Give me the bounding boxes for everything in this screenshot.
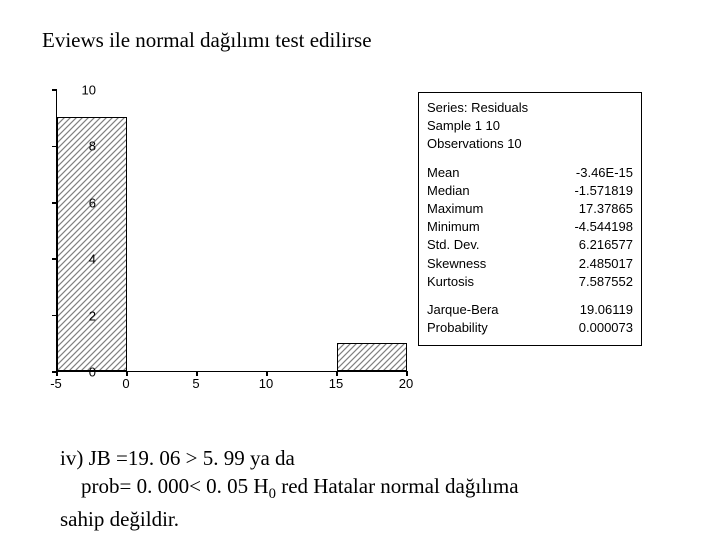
xtick-label: 20	[399, 376, 413, 391]
xtick-label: 0	[122, 376, 129, 391]
stats-row: Maximum 17.37865	[427, 200, 633, 218]
stats-label: Std. Dev.	[427, 236, 480, 254]
xtick-label: 5	[192, 376, 199, 391]
stats-value: 7.587552	[579, 273, 633, 291]
stats-value: 17.37865	[579, 200, 633, 218]
conclusion-line-3: sahip değildir.	[60, 505, 700, 533]
stats-row: Kurtosis 7.587552	[427, 273, 633, 291]
histogram-bar	[57, 117, 127, 371]
ytick-label: 10	[82, 83, 96, 98]
stats-label: Median	[427, 182, 470, 200]
conclusion-line-2: prob= 0. 000< 0. 05 H0 red Hatalar norma…	[60, 472, 700, 505]
ytick-label: 0	[89, 365, 96, 380]
stats-label: Kurtosis	[427, 273, 474, 291]
ytick-label: 4	[89, 252, 96, 267]
stats-series: Series: Residuals	[427, 99, 633, 117]
xtick-label: 10	[259, 376, 273, 391]
stats-label: Probability	[427, 319, 488, 337]
stats-label: Maximum	[427, 200, 483, 218]
stats-label: Minimum	[427, 218, 480, 236]
stats-row: Skewness 2.485017	[427, 255, 633, 273]
ytick-label: 2	[89, 308, 96, 323]
xtick-label: -5	[50, 376, 62, 391]
stats-row: Minimum -4.544198	[427, 218, 633, 236]
conclusion-line-1: iv) JB =19. 06 > 5. 99 ya da	[60, 444, 700, 472]
stats-observations: Observations 10	[427, 135, 633, 153]
stats-header: Series: Residuals Sample 1 10 Observatio…	[427, 99, 633, 154]
conclusion-text: iv) JB =19. 06 > 5. 99 ya da prob= 0. 00…	[60, 444, 700, 534]
stats-value: -3.46E-15	[576, 164, 633, 182]
stats-value: -1.571819	[574, 182, 633, 200]
stats-row: Mean -3.46E-15	[427, 164, 633, 182]
histogram-chart: 0 2 4 6 8 10 -5 0 5 10 15 20	[14, 86, 410, 404]
stats-row: Median -1.571819	[427, 182, 633, 200]
stats-value: 2.485017	[579, 255, 633, 273]
stats-value: 6.216577	[579, 236, 633, 254]
conclusion-sub: 0	[269, 487, 276, 503]
stats-value: 19.06119	[580, 301, 633, 319]
conclusion-l2b: red Hatalar normal dağılıma	[276, 474, 519, 498]
plot-region	[56, 90, 406, 372]
stats-label: Jarque-Bera	[427, 301, 499, 319]
stats-sample: Sample 1 10	[427, 117, 633, 135]
stats-row: Probability 0.000073	[427, 319, 633, 337]
stats-label: Skewness	[427, 255, 486, 273]
ytick-mark	[52, 89, 57, 91]
stats-row: Std. Dev. 6.216577	[427, 236, 633, 254]
histogram-bar	[337, 343, 407, 371]
page-title: Eviews ile normal dağılımı test edilirse	[42, 28, 372, 53]
ytick-label: 6	[89, 195, 96, 210]
stats-label: Mean	[427, 164, 460, 182]
stats-row: Jarque-Bera 19.06119	[427, 301, 633, 319]
ytick-label: 8	[89, 139, 96, 154]
stats-panel: Series: Residuals Sample 1 10 Observatio…	[418, 92, 642, 346]
xtick-label: 15	[329, 376, 343, 391]
conclusion-l2a: prob= 0. 000< 0. 05 H	[81, 474, 269, 498]
stats-value: 0.000073	[579, 319, 633, 337]
stats-jb: Jarque-Bera 19.06119 Probability 0.000073	[427, 301, 633, 337]
stats-values: Mean -3.46E-15 Median -1.571819 Maximum 17.37…	[427, 164, 633, 291]
stats-value: -4.544198	[574, 218, 633, 236]
